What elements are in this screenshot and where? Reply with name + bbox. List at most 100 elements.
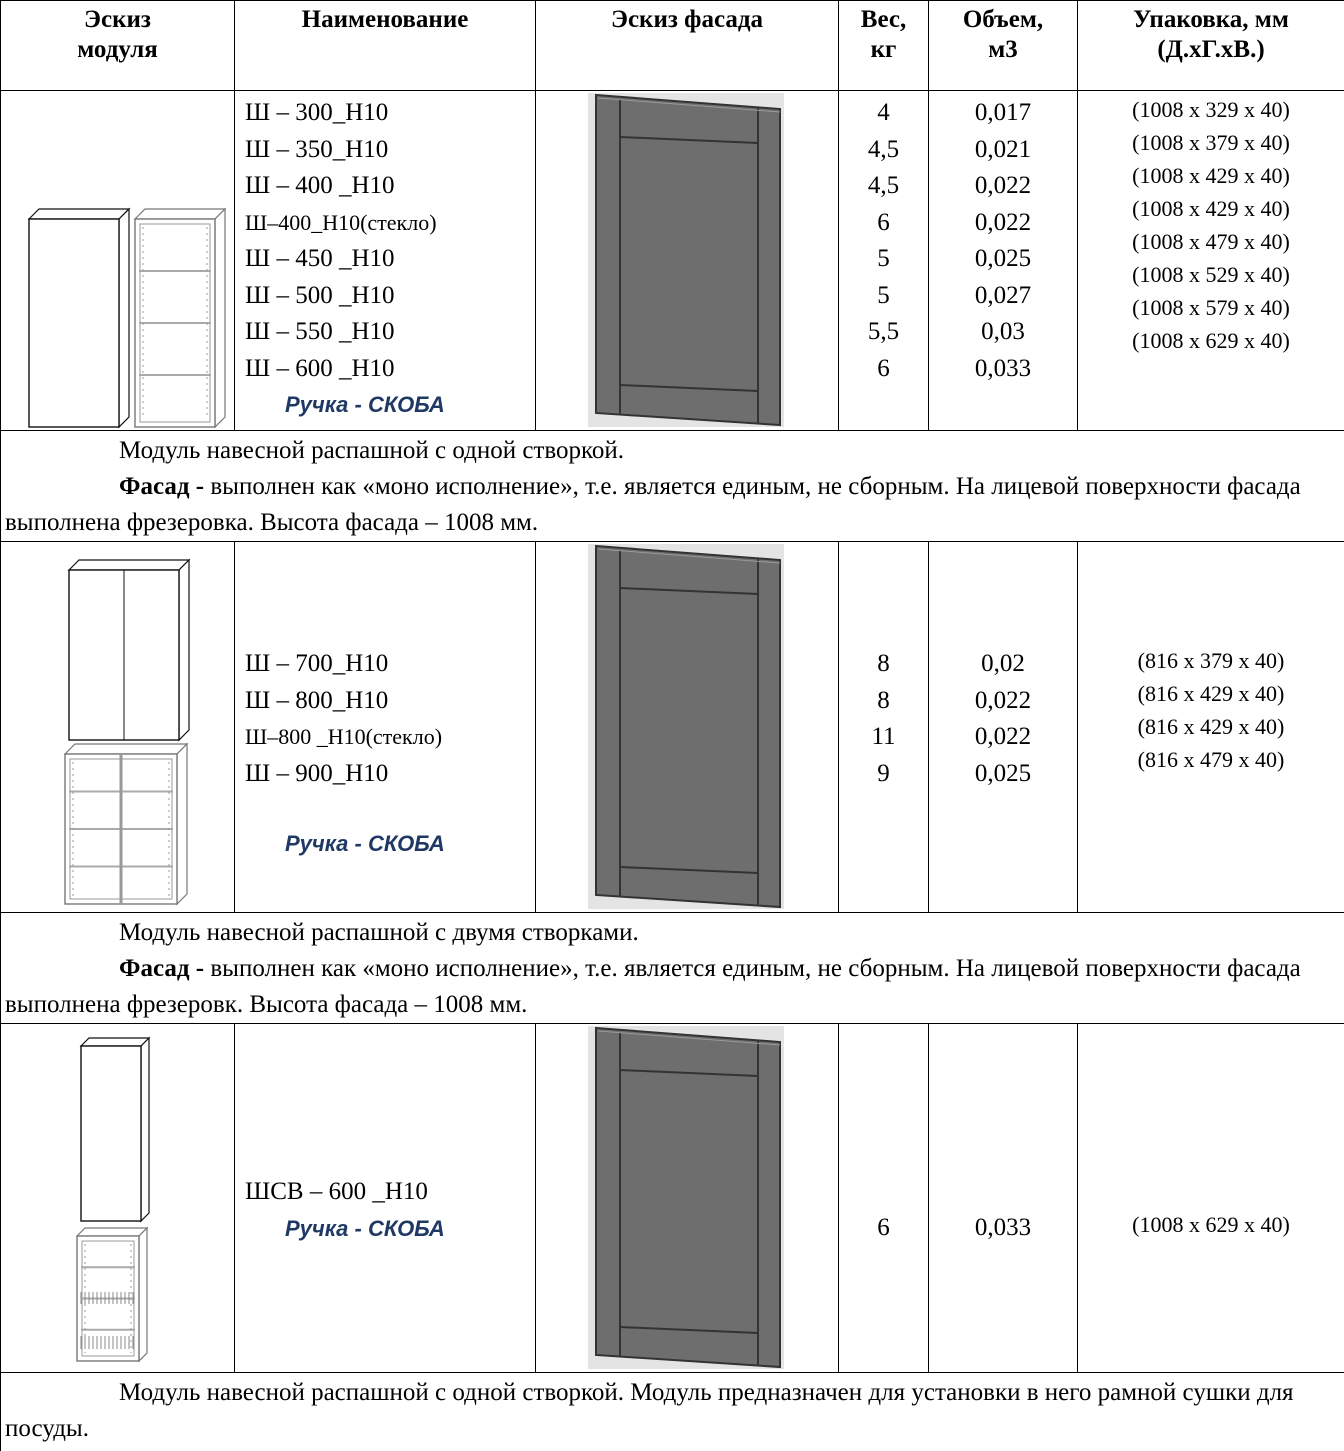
package-size: (1008 х 479 х 40): [1132, 229, 1290, 254]
module-name: Ш – 350_Н10: [245, 135, 389, 163]
package-size: (816 х 429 х 40): [1137, 681, 1285, 706]
facade-sketch-cell: [535, 1023, 839, 1373]
module-name: Ш – 700_Н10: [245, 650, 389, 677]
header-text: Вес,: [860, 6, 907, 33]
package-size: (1008 х 429 х 40): [1132, 163, 1290, 188]
module-sketch-cell: [0, 90, 235, 431]
header-text: Объем,: [962, 6, 1044, 33]
description-paragraph: Модуль навесной распашной с двумя створк…: [5, 915, 1340, 951]
name-cell: Ш – 300_Н10 Ш – 350_Н10 Ш – 400 _Н10 Ш–400_…: [234, 90, 536, 431]
volume: 0,022: [974, 723, 1032, 750]
module-row: Ш – 700_Н10 Ш – 800_Н10 Ш–800 _Н10(стекло)…: [0, 541, 1344, 913]
description-label: Фасад -: [119, 955, 205, 982]
description-paragraph: Модуль навесной распашной с одной створк…: [5, 1375, 1340, 1447]
facade-sketch: [588, 93, 784, 427]
name-cell: Ш – 700_Н10 Ш – 800_Н10 Ш–800 _Н10(стекло)…: [234, 541, 536, 913]
volume: 0,03: [981, 318, 1025, 345]
weight: 5,5: [867, 318, 900, 345]
package-size: (816 х 429 х 40): [1137, 714, 1285, 739]
volume: 0,02: [981, 650, 1025, 677]
module-sketch: [63, 558, 191, 906]
package-size: (1008 х 429 х 40): [1132, 196, 1290, 221]
weight: 4: [877, 99, 890, 126]
package-size: (1008 х 379 х 40): [1132, 130, 1290, 155]
weight-cell: 4 4,5 4,5 6 5 5 5,5 6: [838, 90, 929, 431]
module-name: Ш – 450 _Н10: [245, 245, 395, 272]
volume: 0,021: [974, 135, 1032, 163]
header-text: модуля: [77, 36, 158, 63]
volume: 0,022: [974, 172, 1032, 199]
volume: 0,027: [974, 281, 1032, 309]
header-cell: Упаковка, мм (Д.хГ.хВ.): [1077, 0, 1344, 91]
header-cell: Эскиз фасада: [535, 0, 839, 91]
description-paragraph: Фасад - выполнен как «моно исполнение», …: [5, 469, 1340, 541]
description-cell: Модуль навесной распашной с одной створк…: [0, 1372, 1344, 1451]
description-paragraph: Фасад - выполнен как «моно исполнение», …: [5, 1447, 1340, 1451]
volume: 0,022: [974, 208, 1032, 236]
facade-sketch: [588, 544, 784, 909]
description-text: Модуль навесной распашной с двумя створк…: [119, 919, 639, 946]
module-name: Ш–400_Н10(стекло): [245, 209, 437, 235]
volume: 0,022: [974, 686, 1032, 714]
header-text: Эскиз фасада: [610, 6, 763, 33]
module-sketch-cell: [0, 541, 235, 913]
description-paragraph: Модуль навесной распашной с одной створк…: [5, 433, 1340, 469]
facade-sketch: [588, 1026, 784, 1369]
module-name: Ш–800 _Н10(стекло): [245, 724, 443, 749]
header-text: Упаковка, мм: [1133, 6, 1289, 33]
module-name: Ш – 550 _Н10: [245, 318, 395, 345]
description-paragraph: Фасад - выполнен как «моно исполнение», …: [5, 951, 1340, 1023]
description-text: выполнен как «моно исполнение», т.е. явл…: [5, 955, 1301, 1018]
facade-sketch-cell: [535, 541, 839, 913]
module-sketch: [27, 207, 227, 429]
volume: 0,017: [974, 99, 1032, 126]
package-size: (1008 х 629 х 40): [1132, 328, 1290, 353]
weight: 8: [877, 650, 890, 677]
module-row: ШСВ – 600 _Н10 Ручка - СКОБА 6 0,033 (1008 х…: [0, 1023, 1344, 1373]
description-cell: Модуль навесной распашной с одной створк…: [0, 430, 1344, 542]
weight: 9: [877, 759, 890, 787]
header-text: м3: [988, 36, 1018, 63]
module-row: Ш – 300_Н10 Ш – 350_Н10 Ш – 400 _Н10 Ш–400_…: [0, 90, 1344, 431]
description-row: Модуль навесной распашной с одной створк…: [0, 1372, 1344, 1451]
module-name: Ш – 500 _Н10: [245, 281, 395, 309]
description-cell: Модуль навесной распашной с двумя створк…: [0, 912, 1344, 1024]
package-size: (1008 х 579 х 40): [1132, 295, 1290, 320]
module-sketch: [75, 1036, 151, 1363]
module-name: ШСВ – 600 _Н10: [245, 1178, 428, 1205]
volume: 0,033: [974, 354, 1032, 382]
module-sketch-cell: [0, 1023, 235, 1373]
package-size: (1008 х 629 х 40): [1132, 1212, 1290, 1237]
header-cell: Эскиз модуля: [0, 0, 235, 91]
package-size: (1008 х 529 х 40): [1132, 262, 1290, 287]
header-text: кг: [870, 36, 897, 63]
header-cell: Наименование: [234, 0, 536, 91]
volume: 0,025: [974, 759, 1032, 787]
weight: 11: [871, 723, 896, 750]
handle-type: Ручка - СКОБА: [285, 831, 445, 856]
description-text: Модуль навесной распашной с одной створк…: [119, 437, 625, 464]
weight: 4,5: [867, 135, 900, 163]
header-text: Наименование: [301, 6, 469, 33]
header-cell: Вес, кг: [838, 0, 929, 91]
weight: 8: [877, 686, 890, 714]
weight: 6: [877, 208, 890, 236]
description-text: Модуль навесной распашной с одной створк…: [5, 1379, 1294, 1442]
package-size: (816 х 479 х 40): [1137, 747, 1285, 772]
package-cell: (1008 х 329 х 40) (1008 х 379 х 40) (1008 …: [1077, 90, 1344, 431]
weight: 6: [877, 1214, 890, 1241]
package-size: (816 х 379 х 40): [1137, 648, 1285, 673]
name-cell: ШСВ – 600 _Н10 Ручка - СКОБА: [234, 1023, 536, 1373]
weight-cell: 8 8 11 9: [838, 541, 929, 913]
weight: 5: [877, 245, 890, 272]
header-cell: Объем, м3: [928, 0, 1078, 91]
module-name: Ш – 400 _Н10: [245, 172, 395, 199]
package-cell: (816 х 379 х 40) (816 х 429 х 40) (816 х 4…: [1077, 541, 1344, 913]
handle-type: Ручка - СКОБА: [285, 1215, 445, 1241]
volume: 0,025: [974, 245, 1032, 272]
description-row: Модуль навесной распашной с двумя створк…: [0, 912, 1344, 1024]
weight-cell: 6: [838, 1023, 929, 1373]
package-cell: (1008 х 629 х 40): [1077, 1023, 1344, 1373]
